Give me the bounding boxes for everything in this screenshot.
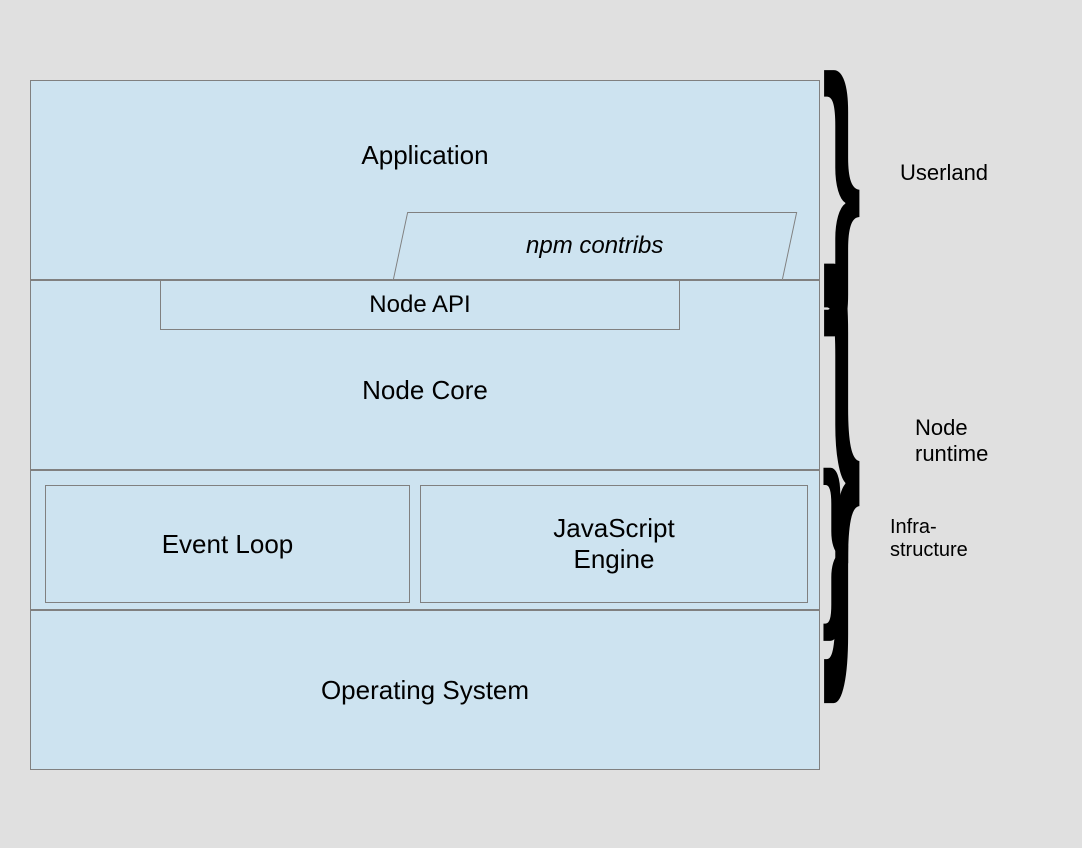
os-layer: Operating System [30,610,820,770]
diagram-canvas: Application npm contribs Node Core Node … [0,0,1082,848]
nodeapi-label: Node API [369,291,470,319]
bracket-label-infra: Infra- structure [890,516,968,562]
bracket-infra: } [822,475,849,605]
npm-contribs-label: npm contribs [526,232,663,260]
eventloop-box: Event Loop [45,485,410,603]
eventloop-label: Event Loop [162,529,294,560]
bracket-label-userland: Userland [900,160,988,186]
jsengine-box: JavaScript Engine [420,485,808,603]
application-label: Application [361,140,488,171]
os-label: Operating System [321,675,529,706]
nodeapi-box: Node API [160,280,680,330]
jsengine-label: JavaScript Engine [553,513,674,575]
npm-contribs-box: npm contribs [393,212,797,280]
nodecore-label: Node Core [362,375,488,406]
bracket-label-runtime: Node runtime [915,415,988,467]
